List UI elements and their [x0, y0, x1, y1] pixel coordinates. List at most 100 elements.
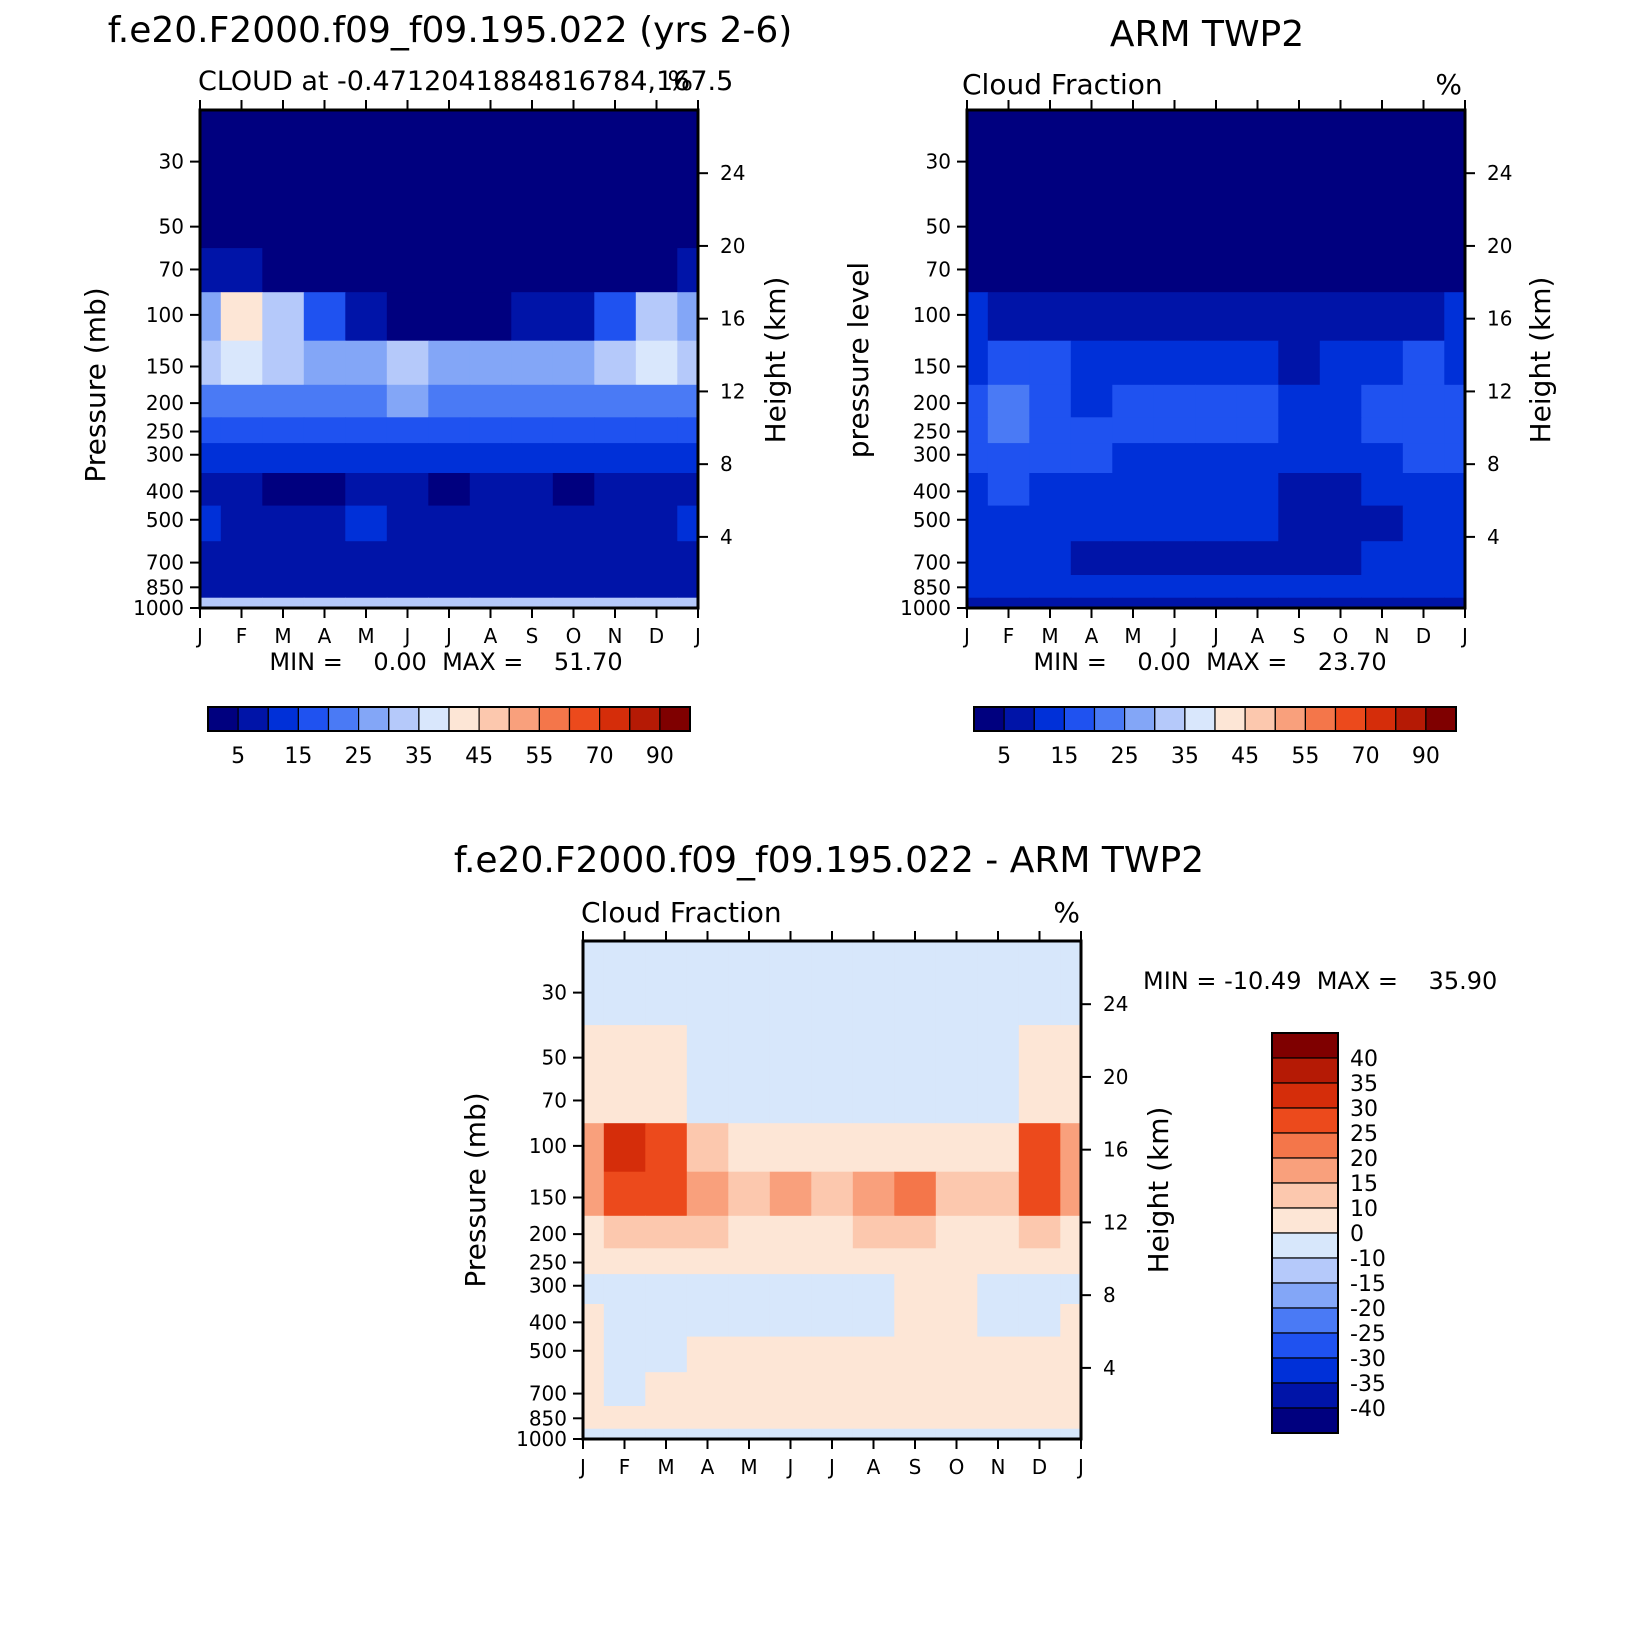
x-tick-label: J	[1170, 624, 1178, 648]
x-tick-label: A	[318, 624, 332, 648]
heatmap-cell	[977, 1304, 1020, 1337]
heatmap-cell	[686, 1428, 729, 1440]
heatmap-cell	[583, 1025, 605, 1080]
heatmap-cell	[811, 1336, 854, 1373]
heatmap-cell	[1319, 384, 1362, 418]
heatmap-cell	[1361, 384, 1404, 418]
heatmap-cell	[967, 575, 989, 599]
heatmap-cell	[1236, 541, 1279, 576]
x-tick-label: A	[867, 1455, 881, 1479]
heatmap-cell	[645, 1428, 688, 1440]
y2-tick-label: 24	[1103, 992, 1128, 1016]
heatmap-cell	[677, 541, 699, 576]
heatmap-cell	[967, 248, 989, 293]
heatmap-cell	[1153, 292, 1196, 342]
heatmap-cell	[635, 110, 678, 195]
heatmap-cell	[583, 1123, 605, 1173]
x-tick-label: D	[649, 624, 664, 648]
y-tick-label: 50	[159, 215, 184, 239]
heatmap-cell	[345, 248, 388, 293]
heatmap-cell	[728, 1248, 771, 1275]
colorbar-label: 55	[525, 744, 553, 769]
heatmap-cell	[1278, 194, 1321, 249]
heatmap-cell	[1236, 417, 1279, 444]
obs-ylabel-right: Height (km)	[1524, 277, 1557, 444]
heatmap-cell	[1018, 1304, 1061, 1337]
heatmap-cell	[987, 292, 1030, 342]
colorbar-swatch	[418, 706, 450, 732]
y-tick-label: 200	[913, 391, 951, 415]
heatmap-cell	[303, 505, 346, 542]
heatmap-cell	[594, 340, 637, 386]
heatmap-cell	[469, 597, 512, 609]
heatmap-cell	[303, 443, 346, 474]
heatmap-cell	[511, 505, 554, 542]
heatmap-cell	[1112, 292, 1155, 342]
colorbar-swatch	[1271, 1407, 1339, 1434]
heatmap-cell	[469, 505, 512, 542]
heatmap-cell	[635, 384, 678, 418]
colorbar-swatch	[1033, 706, 1066, 732]
heatmap-cell	[552, 575, 595, 599]
heatmap-cell	[987, 505, 1030, 542]
heatmap-cell	[1444, 443, 1466, 474]
heatmap-cell	[1195, 248, 1238, 293]
colorbar-label: 25	[1350, 1122, 1378, 1147]
heatmap-cell	[686, 1372, 729, 1407]
heatmap-cell	[200, 340, 222, 386]
heatmap-cell	[603, 1304, 646, 1337]
colorbar-label: -15	[1350, 1272, 1386, 1297]
y-tick-label: 150	[529, 1185, 567, 1209]
y-tick-label: 1000	[900, 596, 951, 620]
colorbar-label: 5	[231, 744, 245, 769]
heatmap-cell	[303, 248, 346, 293]
colorbar-swatch	[1271, 1082, 1339, 1109]
heatmap-cell	[1018, 1248, 1061, 1275]
heatmap-cell	[511, 597, 554, 609]
heatmap-cell	[894, 1372, 937, 1407]
y-tick-label: 500	[146, 508, 184, 532]
x-tick-label: D	[1416, 624, 1431, 648]
heatmap-cell	[469, 384, 512, 418]
heatmap-cell	[428, 384, 471, 418]
heatmap-cell	[345, 340, 388, 386]
heatmap-cell	[769, 1248, 812, 1275]
heatmap-cell	[645, 1406, 688, 1430]
heatmap-cell	[200, 248, 222, 293]
heatmap-cell	[987, 541, 1030, 576]
heatmap-cell	[977, 1123, 1020, 1173]
heatmap-cell	[1153, 248, 1196, 293]
y-tick-label: 300	[146, 443, 184, 467]
heatmap-cell	[1402, 110, 1445, 195]
heatmap-cell	[894, 941, 937, 1026]
heatmap-cell	[469, 443, 512, 474]
heatmap-cell	[852, 1406, 895, 1430]
heatmap-cell	[1153, 194, 1196, 249]
y-tick-label: 850	[146, 575, 184, 599]
x-tick-label: S	[909, 1455, 922, 1479]
heatmap-cell	[594, 417, 637, 444]
heatmap-cell	[1195, 110, 1238, 195]
heatmap-cell	[769, 1123, 812, 1173]
heatmap-cell	[935, 1025, 978, 1080]
heatmap-cell	[262, 248, 305, 293]
heatmap-cell	[262, 292, 305, 342]
y-tick-label: 850	[529, 1406, 567, 1430]
heatmap-cell	[1060, 1123, 1082, 1173]
heatmap-cell	[645, 1079, 688, 1124]
x-tick-label: A	[1085, 624, 1099, 648]
heatmap-cell	[552, 110, 595, 195]
heatmap-cell	[1319, 110, 1362, 195]
heatmap-cell	[769, 1274, 812, 1305]
colorbar-swatch	[508, 706, 540, 732]
heatmap-cell	[1060, 1171, 1082, 1217]
heatmap-cell	[1278, 110, 1321, 195]
heatmap-cell	[1029, 505, 1072, 542]
heatmap-cell	[645, 1025, 688, 1080]
heatmap-cell	[1444, 597, 1466, 609]
heatmap-cell	[469, 340, 512, 386]
heatmap-cell	[686, 1079, 729, 1124]
heatmap-cell	[686, 1304, 729, 1337]
heatmap-cell	[200, 417, 222, 444]
colorbar-swatch	[1271, 1357, 1339, 1384]
